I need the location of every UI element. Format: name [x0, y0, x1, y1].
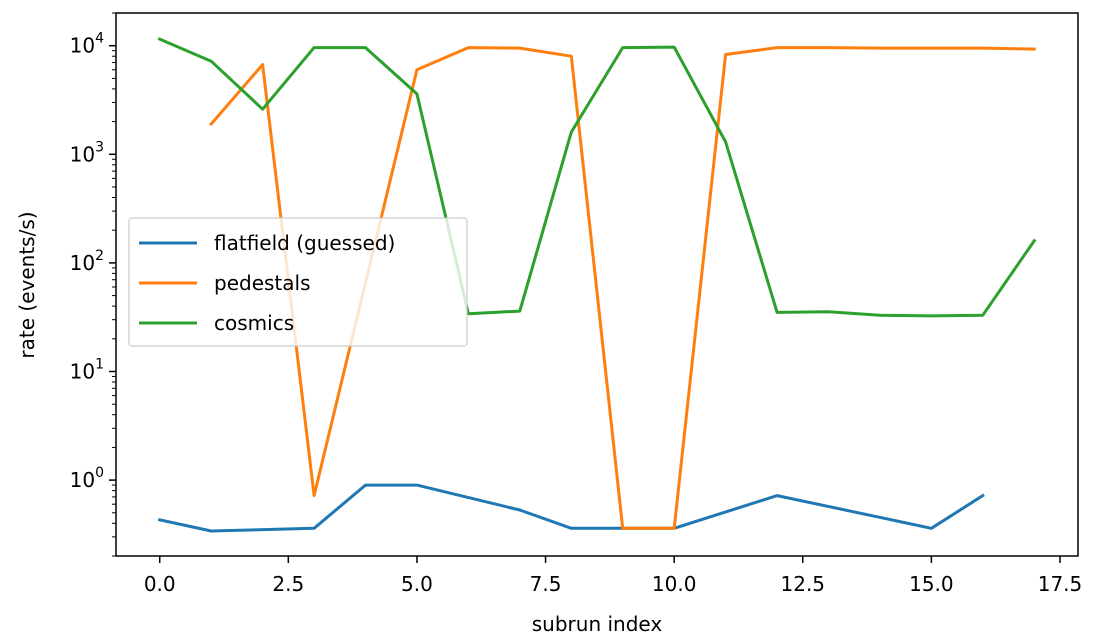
x-tick-label: 12.5 [781, 572, 826, 596]
legend-label: pedestals [214, 271, 311, 295]
x-tick-label: 10.0 [652, 572, 697, 596]
x-tick-label: 5.0 [401, 572, 433, 596]
y-tick-label: 104 [70, 31, 104, 58]
x-tick-label: 0.0 [144, 572, 176, 596]
y-tick-label: 101 [70, 356, 104, 383]
x-tick-label: 7.5 [530, 572, 562, 596]
legend-box [128, 217, 468, 347]
x-axis: 0.0 2.5 5.0 7.5 10.0 12.5 15.0 17.5 [144, 556, 1082, 596]
x-tick-label: 17.5 [1038, 572, 1083, 596]
legend-label: flatfield (guessed) [214, 231, 395, 255]
x-tick-label: 2.5 [272, 572, 304, 596]
series-line-cosmics [157, 37, 1037, 318]
series-line-flatfield-guessed [157, 483, 985, 533]
legend-label: cosmics [214, 311, 294, 335]
y-tick-label: 100 [70, 465, 104, 492]
x-tick-label: 15.0 [909, 572, 954, 596]
y-axis-label: rate (events/s) [15, 211, 39, 358]
legend: flatfield (guessed) pedestals cosmics [128, 217, 468, 347]
x-axis-label: subrun index [532, 612, 663, 636]
y-tick-label: 103 [70, 139, 104, 166]
y-tick-label: 102 [70, 248, 104, 275]
y-axis: 100 101 102 103 104 [70, 12, 116, 557]
plot-frame [115, 12, 1079, 557]
